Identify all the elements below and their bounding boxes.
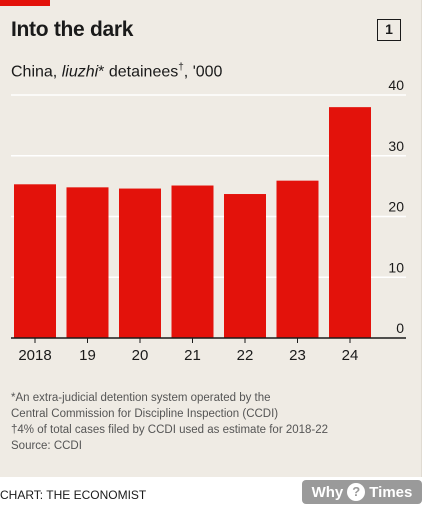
bar xyxy=(119,188,161,338)
y-tick-label: 20 xyxy=(388,199,404,215)
y-tick-label: 40 xyxy=(388,80,404,93)
subtitle-mid: * detainees xyxy=(98,63,179,81)
subtitle-dagger: † xyxy=(178,62,184,73)
bar xyxy=(224,194,266,338)
watermark-left: Why xyxy=(311,483,344,501)
bar xyxy=(329,107,371,339)
y-tick-label: 30 xyxy=(388,138,404,154)
y-tick-label: 10 xyxy=(388,259,404,275)
watermark-badge: Why ? Times xyxy=(302,480,422,504)
y-tick-label: 0 xyxy=(396,320,404,336)
question-mark-icon: ? xyxy=(347,483,366,501)
chart-credit: CHART: THE ECONOMIST xyxy=(0,488,147,502)
x-tick-label: 22 xyxy=(237,347,254,364)
chart-subtitle: China, liuzhi* detainees†, '000 xyxy=(11,62,222,81)
x-tick-label: 24 xyxy=(342,347,359,364)
note-line: †4% of total cases filed by CCDI used as… xyxy=(11,424,329,436)
bar xyxy=(14,184,56,338)
bar xyxy=(171,185,214,338)
x-tick-label: 19 xyxy=(79,347,96,364)
x-tick-label: 23 xyxy=(289,347,306,364)
chart-title: Into the dark xyxy=(11,18,134,41)
page-number-badge: 1 xyxy=(377,19,401,41)
source-line: Source: CCDI xyxy=(11,440,82,452)
subtitle-pre: China, xyxy=(11,63,62,81)
chart-notes: *An extra-judicial detention system oper… xyxy=(11,390,328,454)
subtitle-em: liuzhi xyxy=(61,63,99,81)
watermark-right: Times xyxy=(369,483,413,501)
note-line: *An extra-judicial detention system oper… xyxy=(11,392,271,404)
subtitle-post: , '000 xyxy=(183,63,223,81)
chart-panel: Into the dark 1 China, liuzhi* detainees… xyxy=(0,0,422,477)
bar xyxy=(66,187,109,338)
x-tick-label: 2018 xyxy=(18,347,51,364)
bar-chart: 0 10 20 30 40 2018 19 20 21 22 23 24 xyxy=(11,80,406,364)
x-tick-label: 20 xyxy=(132,347,149,364)
bar xyxy=(276,180,319,338)
accent-tab xyxy=(0,0,50,6)
note-line: Central Commission for Discipline Inspec… xyxy=(11,408,279,420)
x-tick-label: 21 xyxy=(184,347,201,364)
